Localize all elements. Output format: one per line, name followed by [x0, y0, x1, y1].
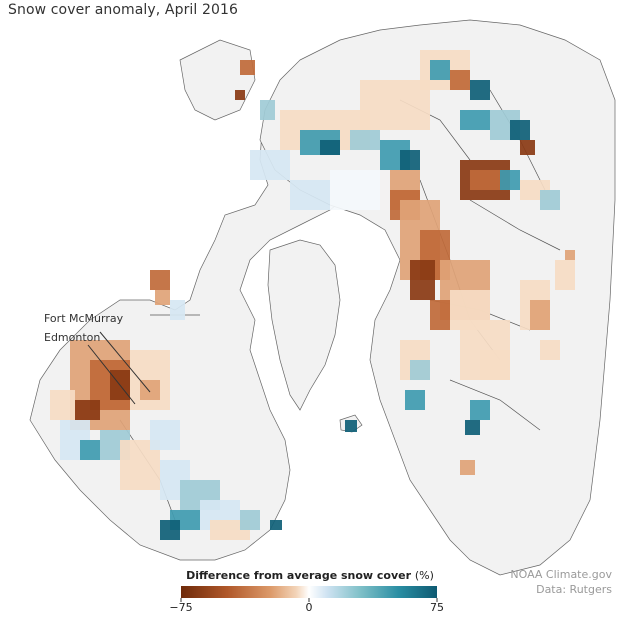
anomaly-cell [430, 300, 450, 330]
anomaly-cell [450, 70, 470, 90]
anomaly-cell [400, 150, 420, 170]
anomaly-cell [410, 260, 435, 300]
anomaly-cell [510, 120, 530, 140]
annotation-pointers [87, 331, 151, 405]
anomaly-cell [330, 170, 390, 210]
legend-title-text: Difference from average snow cover [186, 569, 412, 582]
anomaly-cell [410, 360, 430, 380]
anomaly-cell [460, 110, 490, 130]
fort-mcmurray-pointer [99, 331, 151, 393]
anomaly-cell [290, 180, 330, 210]
anomaly-cell [530, 300, 550, 330]
anomaly-cell [270, 520, 282, 530]
legend-unit: (%) [414, 569, 434, 582]
anomaly-cell [480, 350, 510, 380]
legend-color-bar [181, 586, 437, 598]
label-fort-mcmurray: Fort McMurray [44, 312, 124, 325]
anomaly-cell [350, 130, 380, 150]
anomaly-cell [80, 440, 100, 460]
anomaly-cell [565, 250, 575, 260]
credit-source: NOAA Climate.gov [510, 568, 612, 581]
anomaly-cell [250, 150, 290, 180]
label-edmonton: Edmonton [44, 331, 101, 344]
anomaly-cell [540, 190, 560, 210]
legend-label-min: −75 [169, 601, 193, 614]
anomaly-cell [260, 100, 275, 120]
anomaly-cell [155, 290, 170, 305]
anomaly-cell [75, 400, 100, 420]
credit: NOAA Climate.gov Data: Rutgers [510, 567, 612, 597]
anomaly-cell [430, 60, 450, 80]
anomaly-cell [240, 60, 255, 75]
greenland-land [267, 239, 341, 411]
legend-label-mid: 0 [305, 601, 313, 614]
anomaly-cell [50, 390, 75, 420]
anomaly-cell [170, 300, 185, 320]
legend-label-max: 75 [430, 601, 444, 614]
anomaly-cell [540, 340, 560, 360]
anomaly-cell [555, 260, 575, 290]
anomaly-cell [320, 140, 340, 155]
anomaly-cell [150, 270, 170, 290]
anomaly-cell [470, 80, 490, 100]
anomaly-cell [405, 390, 425, 410]
anomaly-cell [150, 420, 180, 450]
anomaly-cell [360, 80, 430, 130]
legend-title: Difference from average snow cover (%) [160, 569, 460, 582]
edmonton-pointer [87, 344, 136, 405]
anomaly-cell [240, 510, 260, 530]
anomaly-cell [470, 170, 500, 190]
anomaly-cell [140, 380, 160, 400]
credit-data: Data: Rutgers [536, 583, 612, 596]
alaska-land [179, 39, 256, 121]
anomaly-cell [520, 140, 535, 155]
anomaly-cell [345, 420, 357, 432]
anomaly-cell [500, 170, 520, 190]
anomaly-cell [465, 420, 480, 435]
anomaly-cell [235, 90, 245, 100]
anomaly-cell [160, 520, 180, 540]
map-title: Snow cover anomaly, April 2016 [8, 2, 238, 18]
anomaly-cell [470, 400, 490, 420]
anomaly-cell [460, 460, 475, 475]
